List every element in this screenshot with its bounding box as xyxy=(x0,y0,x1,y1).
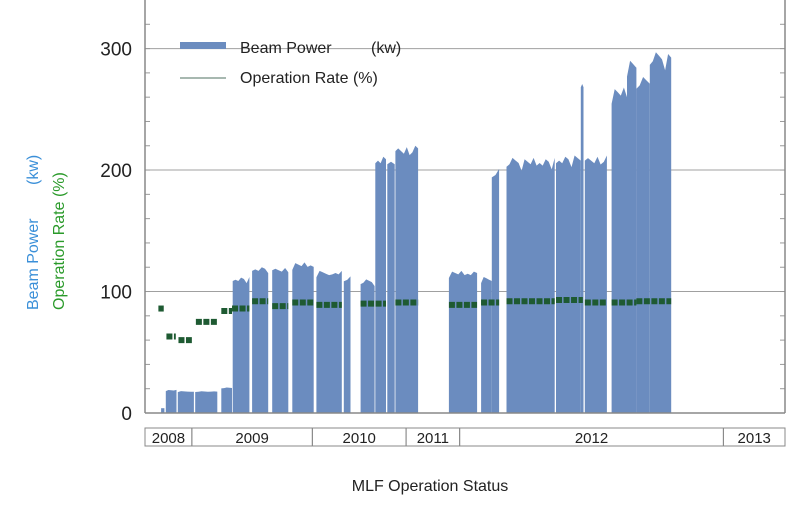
y-axis-label-beam-power: Beam Power xyxy=(25,218,42,310)
y-axis-label-operation-rate: Operation Rate (%) xyxy=(51,172,68,310)
beam-power-bar xyxy=(221,387,232,413)
legend-label-beam-power: Beam Power xyxy=(240,40,332,57)
beam-power-bar xyxy=(360,279,375,413)
y-tick-label: 300 xyxy=(100,40,132,61)
year-label: 2013 xyxy=(738,430,771,447)
year-label: 2009 xyxy=(235,430,268,447)
beam-power-bar xyxy=(177,391,194,413)
chart-title: MLF Operation Status xyxy=(352,478,509,495)
beam-power-bar xyxy=(611,87,627,413)
beam-power-bar xyxy=(375,156,386,414)
beam-power-bar xyxy=(627,60,637,413)
beam-power-bar xyxy=(195,391,218,413)
beam-power-bar xyxy=(556,155,581,413)
beam-power-bar xyxy=(292,262,314,413)
beam-power-bar xyxy=(506,157,555,413)
beam-power-bar xyxy=(343,276,351,413)
beam-power-bar xyxy=(387,161,395,413)
year-label: 2010 xyxy=(343,430,376,447)
year-label: 2008 xyxy=(152,430,185,447)
y-tick-label: 0 xyxy=(121,404,132,425)
beam-power-bar xyxy=(584,155,607,413)
beam-power-bar xyxy=(580,84,584,413)
beam-power-bar xyxy=(491,168,500,413)
beam-power-bar xyxy=(272,268,289,413)
beam-power-series xyxy=(161,52,672,414)
year-label: 2012 xyxy=(575,430,608,447)
beam-power-bar xyxy=(161,408,165,413)
year-cell xyxy=(722,427,786,447)
year-label: 2011 xyxy=(417,430,449,447)
legend-label-operation-rate: Operation Rate (%) xyxy=(240,70,378,87)
beam-power-bar xyxy=(252,267,269,413)
y-tick-label: 200 xyxy=(100,161,132,182)
beam-power-bar xyxy=(316,270,342,413)
axes: 0 100 200 300 2008 2009 2010 2011 2012 2013 xyxy=(100,0,786,447)
beam-power-bar xyxy=(636,77,650,413)
y-tick-label: 100 xyxy=(100,283,132,304)
legend-swatch-beam-power xyxy=(180,42,226,49)
legend-label-beam-power-unit: (kw) xyxy=(371,40,401,57)
beam-power-bar xyxy=(232,277,250,413)
beam-power-bar xyxy=(395,145,419,414)
beam-power-bar xyxy=(448,270,478,413)
operation-rate-series xyxy=(158,297,672,344)
beam-power-bar xyxy=(649,52,672,413)
beam-power-bar xyxy=(481,277,492,413)
legend: Beam Power (kw) Operation Rate (%) xyxy=(180,40,401,87)
y-axis-label-beam-power-unit: (kw) xyxy=(25,155,42,185)
beam-power-bar xyxy=(165,389,177,413)
